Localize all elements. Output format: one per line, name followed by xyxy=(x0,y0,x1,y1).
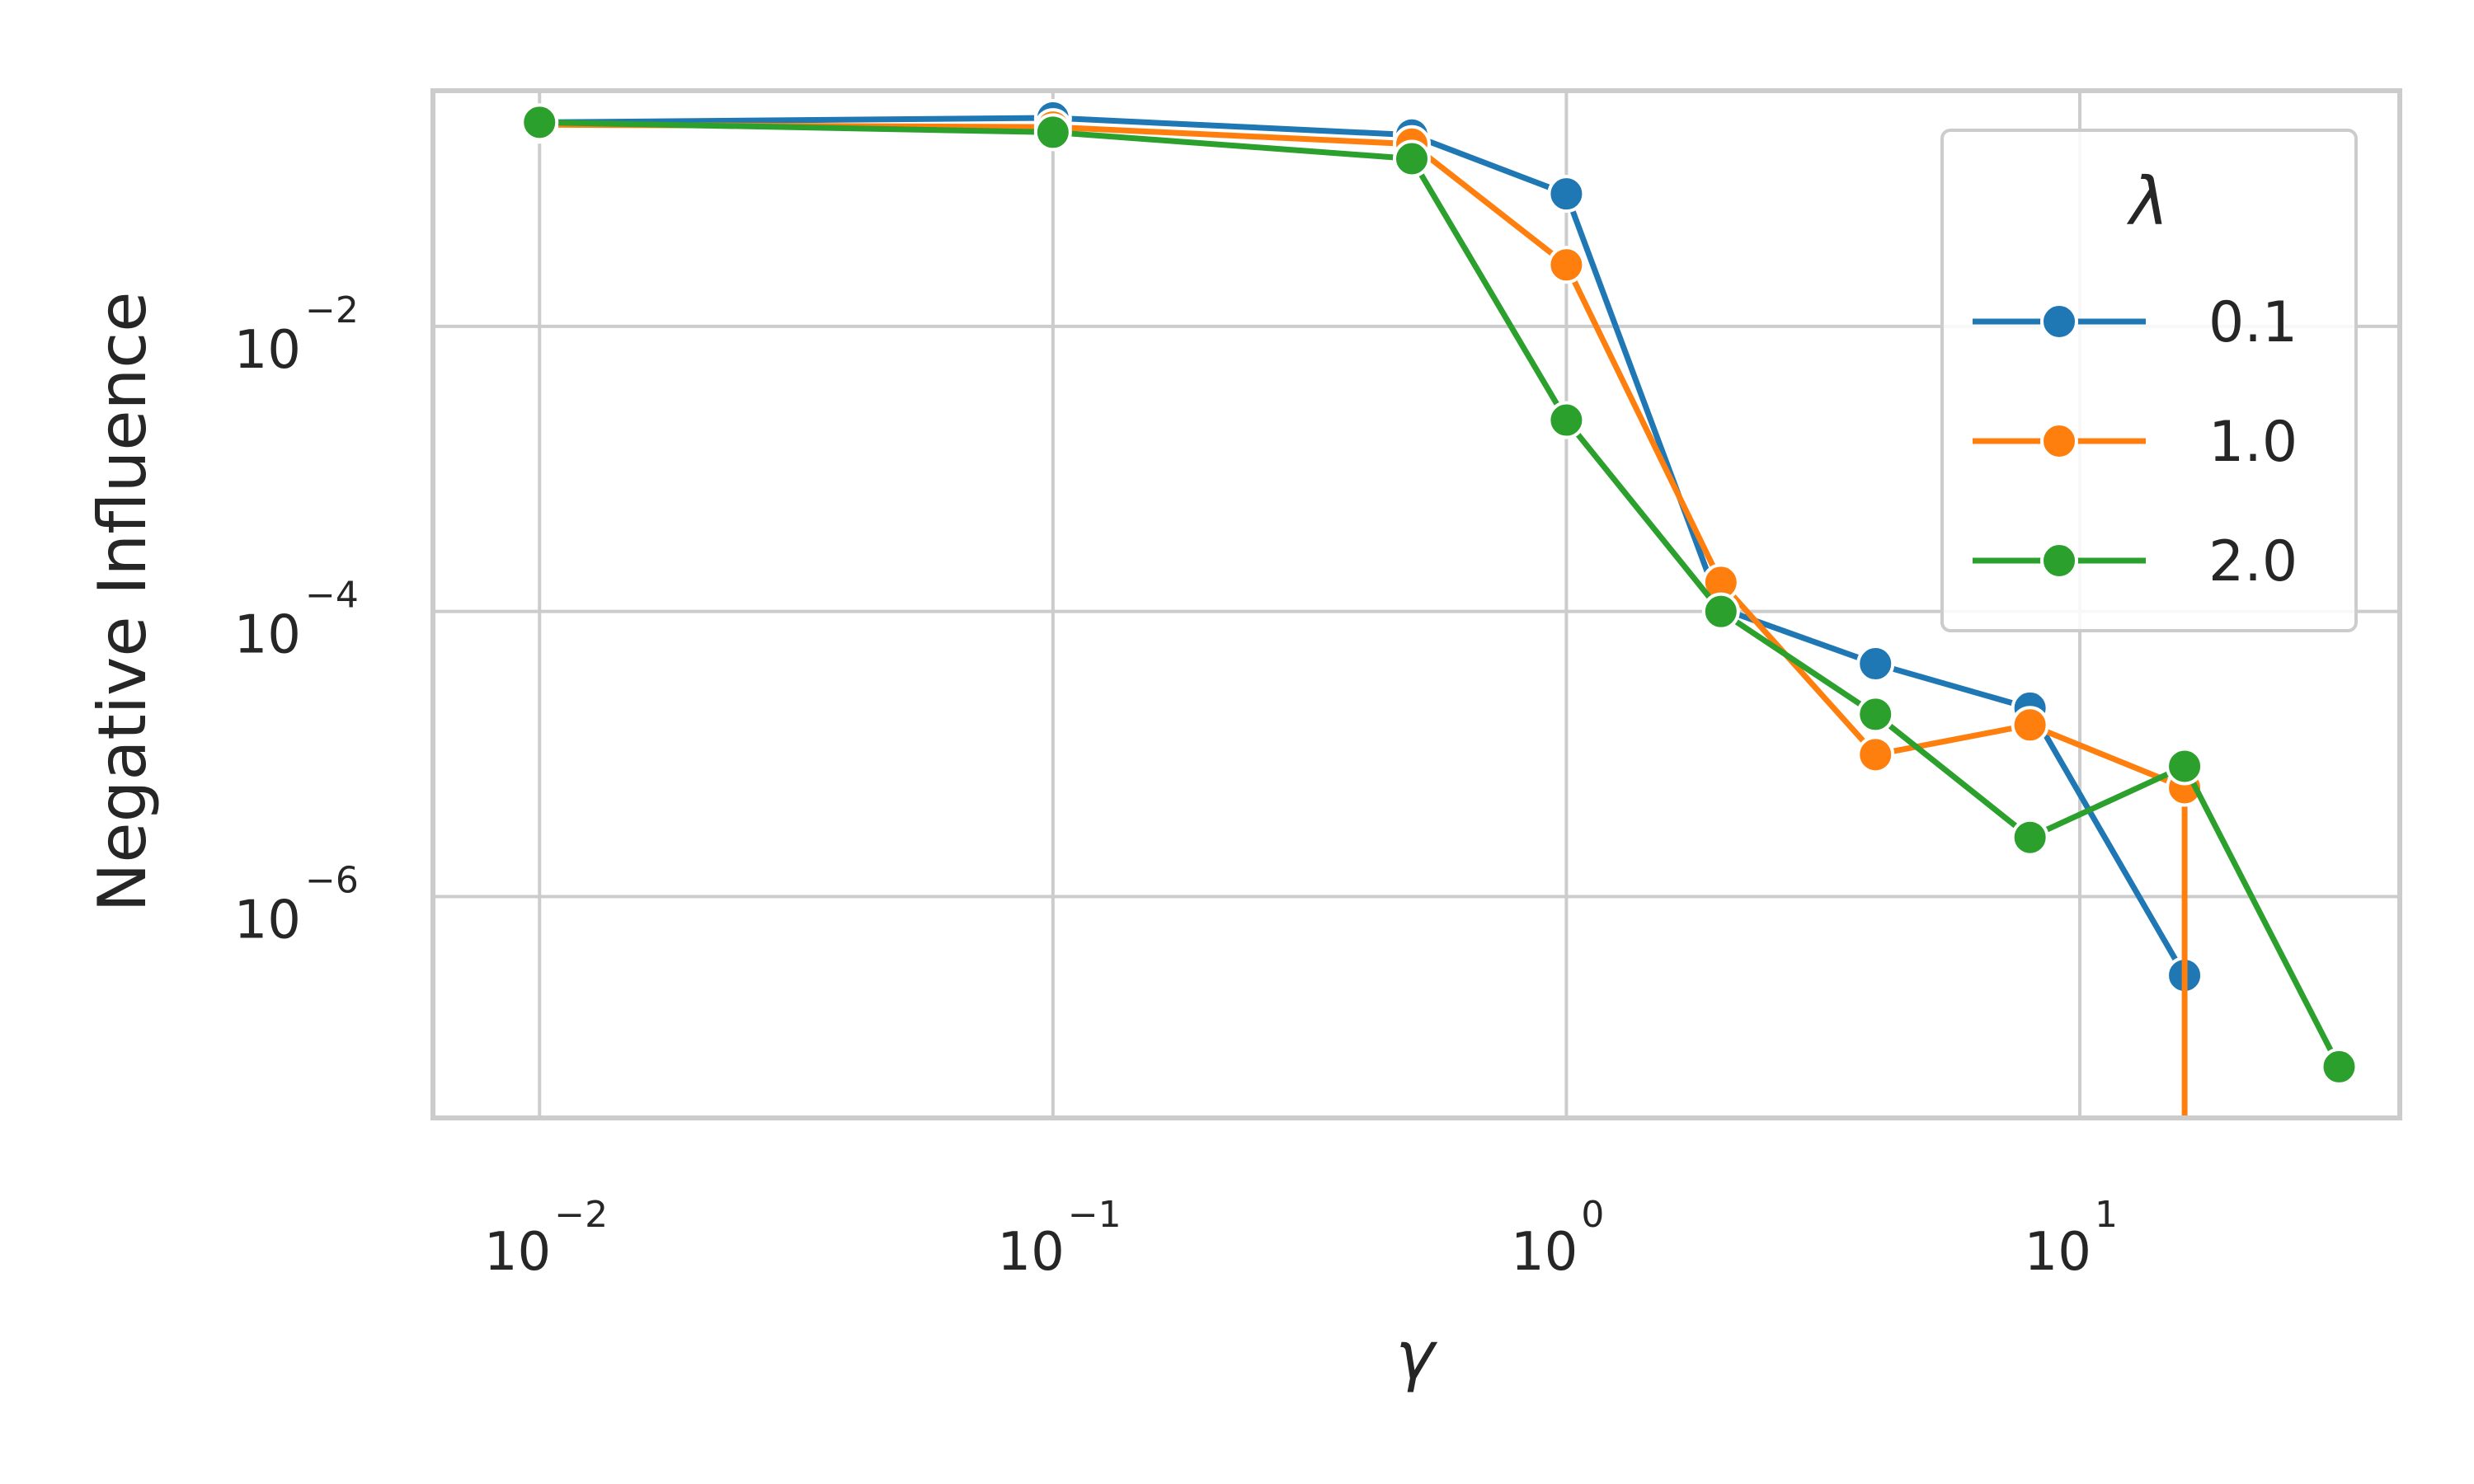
data-point xyxy=(2166,747,2204,786)
y-tick-exponent: −6 xyxy=(305,859,359,901)
legend-swatch-marker xyxy=(2040,422,2078,460)
data-point xyxy=(1856,695,1895,734)
series-layer xyxy=(520,98,2359,1118)
data-point xyxy=(1856,645,1895,683)
x-tick-base: 10 xyxy=(484,1222,551,1283)
legend-box xyxy=(1940,129,2358,632)
data-point xyxy=(2011,818,2049,857)
data-point xyxy=(1033,113,1072,152)
y-tick-label: 10−6 xyxy=(234,859,359,951)
y-tick-base: 10 xyxy=(234,320,301,381)
y-axis-label: Negative Influence xyxy=(84,292,161,913)
data-point xyxy=(2320,1047,2359,1086)
x-tick-base: 10 xyxy=(1511,1222,1578,1283)
series-2.0 xyxy=(520,103,2359,1086)
x-tick-label: 10−2 xyxy=(484,1194,608,1283)
y-tick-labels: 10−210−410−6 xyxy=(234,289,359,951)
legend-entry: 1.0 xyxy=(1973,410,2298,475)
legend-entry-label: 0.1 xyxy=(2208,290,2298,355)
x-tick-base: 10 xyxy=(997,1222,1064,1283)
legend: λ 0.1 1.0 2.0 xyxy=(1940,129,2358,632)
legend-swatch-marker xyxy=(2040,542,2078,580)
data-point xyxy=(520,103,559,142)
x-tick-exponent: 1 xyxy=(2095,1194,2118,1236)
data-point xyxy=(1392,139,1431,178)
series-line xyxy=(539,115,2188,977)
x-tick-exponent: −2 xyxy=(554,1194,608,1236)
x-axis-label: γ xyxy=(1395,1317,1437,1394)
y-tick-label: 10−2 xyxy=(234,289,359,381)
legend-entry-label: 1.0 xyxy=(2208,410,2298,475)
legend-swatch-marker xyxy=(2040,303,2078,340)
y-tick-label: 10−4 xyxy=(234,575,359,666)
data-point xyxy=(1856,735,1895,774)
y-tick-base: 10 xyxy=(234,890,301,951)
x-tick-exponent: −1 xyxy=(1068,1194,1122,1236)
data-point xyxy=(2011,706,2049,744)
data-point xyxy=(1547,175,1586,214)
y-tick-base: 10 xyxy=(234,605,301,666)
y-tick-exponent: −2 xyxy=(305,289,359,331)
x-tick-label: 101 xyxy=(2025,1194,2118,1283)
legend-title: λ xyxy=(2126,163,2168,240)
data-point xyxy=(1701,592,1740,631)
legend-entry: 0.1 xyxy=(1973,290,2298,355)
x-tick-label: 10−1 xyxy=(997,1194,1121,1283)
x-tick-base: 10 xyxy=(2025,1222,2091,1283)
x-tick-label: 100 xyxy=(1511,1194,1604,1283)
legend-entry: 2.0 xyxy=(1973,529,2298,594)
data-point xyxy=(1547,246,1586,284)
legend-entry-label: 2.0 xyxy=(2208,529,2298,594)
data-point xyxy=(1547,401,1586,439)
y-tick-exponent: −4 xyxy=(305,575,359,617)
x-tick-exponent: 0 xyxy=(1581,1194,1604,1236)
plot-frame xyxy=(430,88,2402,1120)
